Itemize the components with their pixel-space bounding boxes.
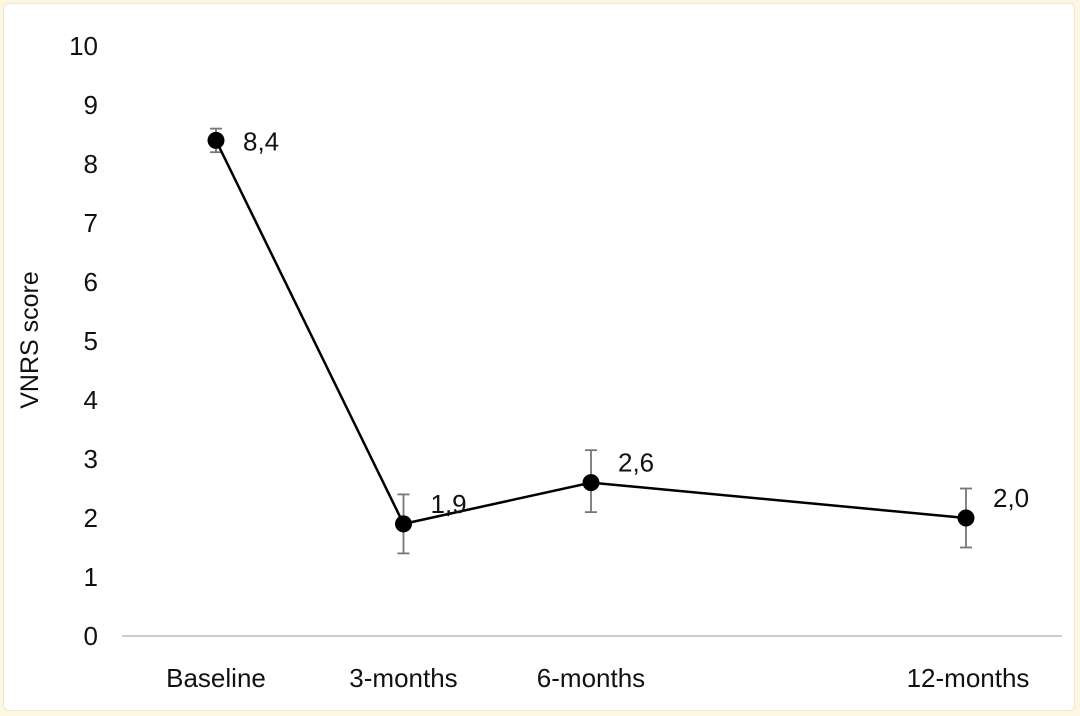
series-line: [214, 139, 967, 526]
y-tick-label: 9: [84, 90, 98, 120]
data-point: [395, 515, 412, 533]
data-points: [207, 131, 975, 533]
y-axis-label: VNRS score: [16, 271, 44, 409]
x-tick-labels: Baseline 3-months 6-months 12-months: [166, 663, 1029, 693]
data-point: [957, 509, 975, 527]
y-tick-label: 8: [84, 149, 98, 179]
x-tick-label: 12-months: [907, 663, 1030, 693]
data-label: 1,9: [431, 489, 467, 519]
data-point: [207, 131, 225, 149]
x-tick-label: Baseline: [166, 663, 266, 693]
y-tick-label: 3: [84, 444, 98, 474]
data-labels: 8,4 1,9 2,6 2,0: [243, 126, 1029, 519]
y-tick-label: 4: [84, 385, 98, 415]
y-tick-label: 1: [84, 562, 98, 592]
chart-frame: [3, 3, 1075, 711]
x-tick-label: 3-months: [349, 663, 457, 693]
data-point: [582, 474, 600, 492]
x-tick-label: 6-months: [537, 663, 645, 693]
y-tick-label: 6: [84, 267, 98, 297]
data-label: 2,0: [993, 483, 1029, 513]
y-tick-label: 0: [84, 621, 98, 651]
data-label: 8,4: [243, 126, 279, 156]
y-tick-label: 10: [69, 31, 98, 61]
y-tick-labels: 0 1 2 3 4 5 6 7 8 9 10: [69, 31, 98, 651]
y-tick-label: 7: [84, 208, 98, 238]
y-tick-label: 2: [84, 503, 98, 533]
y-tick-label: 5: [84, 326, 98, 356]
data-label: 2,6: [618, 448, 654, 478]
